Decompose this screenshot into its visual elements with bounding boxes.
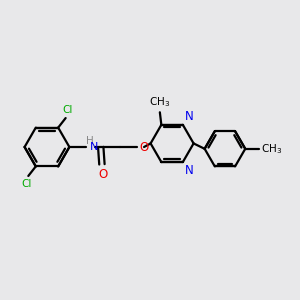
Text: N: N: [185, 110, 194, 123]
Text: O: O: [140, 140, 149, 154]
Text: O: O: [98, 168, 107, 181]
Text: H: H: [86, 136, 94, 146]
Text: N: N: [90, 142, 98, 152]
Text: Cl: Cl: [62, 105, 72, 115]
Text: CH$_3$: CH$_3$: [149, 95, 170, 109]
Text: Cl: Cl: [22, 179, 32, 189]
Text: N: N: [185, 164, 194, 176]
Text: CH$_3$: CH$_3$: [261, 142, 283, 156]
